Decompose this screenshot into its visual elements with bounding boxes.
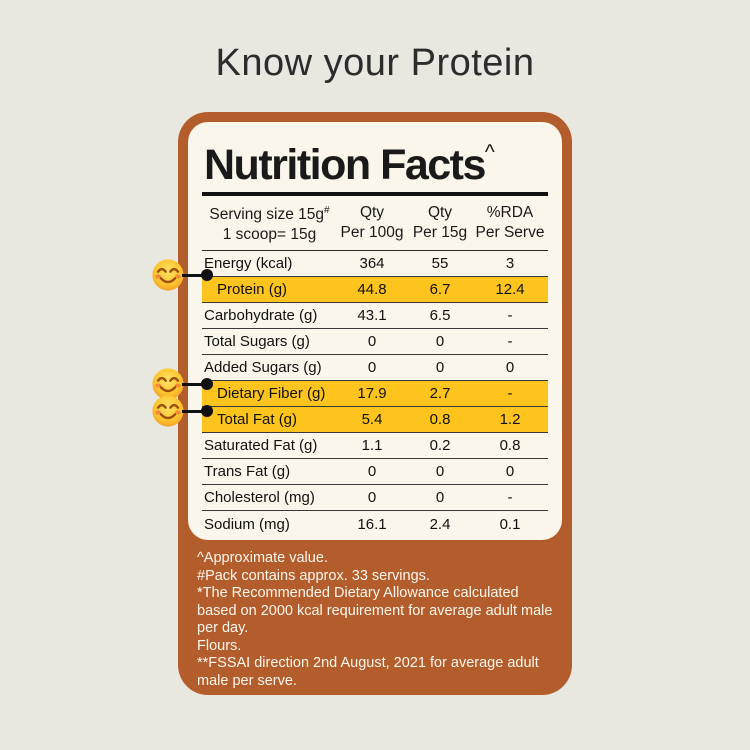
nutrient-name: Added Sugars (g) — [204, 359, 322, 376]
nutrition-row: Trans Fat (g) 0 0 0 — [202, 459, 548, 485]
callout-connector-line — [182, 409, 209, 413]
nutrition-row: Carbohydrate (g) 43.1 6.5 - — [202, 303, 548, 329]
qty-per-15g-value: 55 — [431, 255, 449, 272]
nutrition-row: Sodium (mg) 16.1 2.4 0.1 — [202, 511, 548, 537]
total-fat-callout — [151, 394, 221, 428]
qty-per-15g-value: 6.7 — [429, 281, 451, 298]
rda-per-serve-value: 0 — [505, 359, 515, 376]
nutrient-name: Trans Fat (g) — [204, 463, 291, 480]
nutrient-name: Saturated Fat (g) — [204, 437, 318, 454]
rda-per-serve-value: 3 — [505, 255, 515, 272]
nutrition-facts-title: Nutrition Facts^ — [204, 128, 546, 190]
qty-per-100g-value: 44.8 — [357, 281, 387, 298]
table-header: Serving size 15g# 1 scoop= 15g Qty Per 1… — [202, 196, 548, 251]
qty-per-100g-value: 17.9 — [357, 385, 387, 402]
nutrition-row: Added Sugars (g) 0 0 0 — [202, 355, 548, 381]
qty-per-100g-value: 43.1 — [357, 307, 387, 324]
nutrition-row: Protein (g) 44.8 6.7 12.4 — [202, 277, 548, 303]
page-title: Know your Protein — [215, 42, 535, 84]
nutrient-name: Protein (g) — [217, 281, 288, 298]
dietary-fiber-callout — [151, 367, 221, 401]
callout-connector-dot — [201, 405, 213, 417]
rda-per-serve-value: - — [507, 307, 513, 324]
qty-per-15g-value: 0 — [435, 333, 445, 350]
nutrition-row: Cholesterol (mg) 0 0 - — [202, 485, 548, 511]
smiling-face-emoji-icon — [151, 258, 185, 292]
nutrient-name: Total Fat (g) — [217, 411, 298, 428]
footnotes: ^Approximate value. #Pack contains approx… — [197, 550, 559, 690]
qty-per-100g-value: 0 — [367, 489, 377, 506]
rda-per-serve-value: 1.2 — [499, 411, 521, 428]
qty-per-100g-value: 0 — [367, 463, 377, 480]
footnote-line: *The Recommended Dietary Allowance calcu… — [197, 585, 553, 636]
serving-superscript: # — [324, 205, 330, 216]
nutrient-name: Energy (kcal) — [204, 255, 293, 272]
qty-per-15g-value: 0 — [435, 463, 445, 480]
rda-per-serve-value: 0.8 — [499, 437, 521, 454]
qty-per-100g-value: 16.1 — [357, 515, 387, 533]
footnote-line: ^Approximate value. — [197, 550, 328, 566]
footnote-line: #Pack contains approx. 33 servings. — [197, 567, 430, 584]
qty-per-100g-value: 0 — [367, 333, 377, 350]
nutrient-name: Sodium (mg) — [204, 515, 290, 533]
smiling-face-emoji-icon — [151, 394, 185, 428]
footnote-line: Flours. — [197, 637, 242, 654]
nutrition-row: Total Fat (g) 5.4 0.8 1.2 — [202, 407, 548, 433]
nutrition-card: Nutrition Facts^ Serving size 15g# 1 sco… — [178, 112, 572, 695]
header-serving-size: Serving size 15g# 1 scoop= 15g — [209, 205, 330, 243]
nutrition-row: Total Sugars (g) 0 0 - — [202, 329, 548, 355]
nutrient-name: Total Sugars (g) — [204, 333, 310, 350]
nutrient-name: Dietary Fiber (g) — [217, 385, 326, 402]
callout-connector-dot — [201, 378, 213, 390]
header-qty-per-100g: Qty Per 100g — [340, 204, 404, 241]
qty-per-15g-value: 0 — [435, 359, 445, 376]
rda-per-serve-value: 12.4 — [495, 281, 525, 298]
rda-per-serve-value: - — [507, 385, 513, 402]
nutrition-row: Saturated Fat (g) 1.1 0.2 0.8 — [202, 433, 548, 459]
protein-callout — [151, 258, 221, 292]
qty-per-100g-value: 5.4 — [361, 411, 383, 428]
nutrition-rows: Energy (kcal) 364 55 3 Protein (g) 44.8 … — [202, 251, 548, 537]
qty-per-15g-value: 0.2 — [429, 437, 451, 454]
qty-per-100g-value: 0 — [367, 359, 377, 376]
footnote-line: **FSSAI direction 2nd August, 2021 for a… — [197, 655, 539, 689]
nutrition-facts-title-text: Nutrition Facts — [204, 141, 486, 189]
qty-per-15g-value: 2.7 — [429, 385, 451, 402]
qty-per-100g-value: 1.1 — [361, 437, 383, 454]
qty-per-100g-value: 364 — [359, 255, 385, 272]
nutrition-panel: Nutrition Facts^ Serving size 15g# 1 sco… — [188, 122, 562, 540]
qty-per-15g-value: 6.5 — [429, 307, 451, 324]
nutrient-name: Carbohydrate (g) — [204, 307, 318, 324]
rda-per-serve-value: - — [507, 333, 513, 350]
callout-connector-line — [182, 273, 209, 277]
nutrient-name: Cholesterol (mg) — [204, 489, 315, 506]
qty-per-15g-value: 0 — [435, 489, 445, 506]
title-superscript: ^ — [484, 141, 495, 164]
rda-per-serve-value: 0 — [505, 463, 515, 480]
callout-connector-line — [182, 382, 209, 386]
nutrition-row: Dietary Fiber (g) 17.9 2.7 - — [202, 381, 548, 407]
qty-per-15g-value: 2.4 — [429, 515, 451, 533]
title-divider — [202, 192, 548, 196]
header-qty-per-15g: Qty Per 15g — [412, 204, 468, 241]
header-rda-per-serve: %RDA Per Serve — [475, 204, 545, 241]
rda-per-serve-value: - — [507, 489, 513, 506]
callout-connector-dot — [201, 269, 213, 281]
rda-per-serve-value: 0.1 — [499, 515, 521, 533]
nutrition-row: Energy (kcal) 364 55 3 — [202, 251, 548, 277]
qty-per-15g-value: 0.8 — [429, 411, 451, 428]
